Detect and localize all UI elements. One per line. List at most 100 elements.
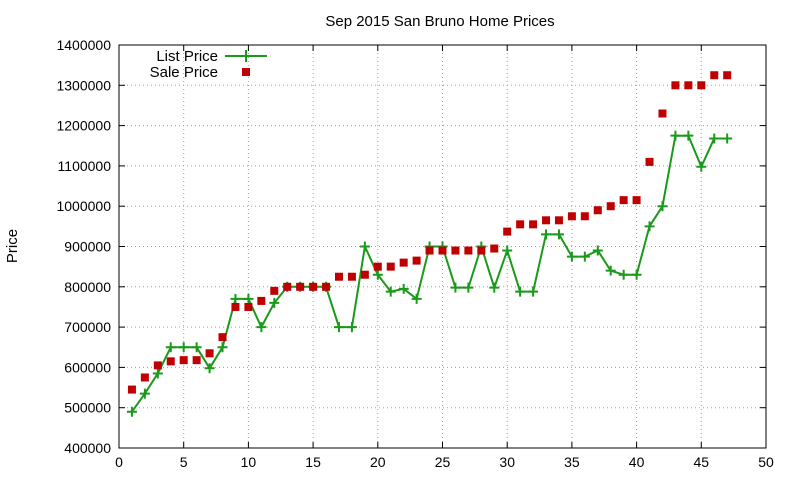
point-sale-price (619, 196, 628, 205)
point-sale-price (671, 81, 680, 90)
point-sale-price (283, 282, 292, 291)
point-sale-price (347, 272, 356, 281)
point-list-price (696, 161, 707, 172)
point-sale-price (322, 282, 331, 291)
series-line-list-price (131, 134, 728, 413)
y-tick-label: 1000000 (56, 198, 111, 214)
x-tick-label: 40 (629, 454, 645, 470)
point-sale-price (334, 272, 343, 281)
point-sale-price (257, 296, 266, 305)
point-list-price (644, 221, 655, 232)
point-sale-price (580, 212, 589, 221)
point-list-price (204, 363, 215, 374)
point-sale-price (632, 196, 641, 205)
point-list-price (152, 368, 163, 379)
point-sale-price (438, 246, 447, 255)
y-tick-label: 700000 (64, 319, 111, 335)
point-sale-price (140, 373, 149, 382)
point-sale-price (127, 385, 136, 394)
series-layer (126, 71, 733, 417)
point-sale-price (166, 357, 175, 366)
point-sale-price (309, 282, 318, 291)
y-tick-label: 1200000 (56, 118, 111, 134)
x-tick-label: 10 (241, 454, 257, 470)
point-sale-price (205, 349, 214, 358)
y-tick-label: 1100000 (58, 158, 112, 174)
point-list-price (359, 241, 370, 252)
point-list-price (126, 406, 137, 417)
point-sale-price (645, 157, 654, 166)
point-list-price (191, 342, 202, 353)
point-sale-price (567, 212, 576, 221)
point-sale-price (684, 81, 693, 90)
point-list-price (346, 322, 357, 333)
point-list-price (541, 229, 552, 240)
point-sale-price (360, 270, 369, 279)
x-tick-label: 20 (370, 454, 386, 470)
x-tick-label: 50 (758, 454, 774, 470)
point-sale-price (606, 202, 615, 211)
point-sale-price (503, 227, 512, 236)
point-sale-price (490, 244, 499, 253)
point-sale-price (593, 206, 602, 215)
point-list-price (463, 282, 474, 293)
point-sale-price (244, 302, 253, 311)
legend-label-list-price: List Price (156, 48, 218, 65)
point-sale-price (218, 333, 227, 342)
point-list-price (502, 245, 513, 256)
point-sale-price (399, 258, 408, 267)
point-sale-price (192, 356, 201, 365)
point-sale-price (529, 220, 538, 229)
point-list-price (398, 283, 409, 294)
legend-marker-sale-price (242, 68, 250, 76)
point-list-price (178, 342, 189, 353)
point-list-price (385, 286, 396, 297)
point-sale-price (542, 216, 551, 225)
x-tick-label: 25 (435, 454, 451, 470)
point-list-price (256, 322, 267, 333)
point-list-price (592, 245, 603, 256)
point-list-price (139, 388, 150, 399)
point-list-price (165, 342, 176, 353)
point-sale-price (270, 286, 279, 295)
point-list-price (566, 251, 577, 262)
y-tick-label: 1300000 (56, 77, 111, 93)
point-sale-price (179, 356, 188, 365)
point-list-price (670, 130, 681, 141)
point-sale-price (697, 81, 706, 90)
legend: List Price Sale Price (150, 48, 267, 81)
point-list-price (631, 269, 642, 280)
x-tick-label: 35 (564, 454, 580, 470)
point-list-price (372, 269, 383, 280)
y-tick-label: 400000 (64, 440, 111, 456)
point-list-price (411, 293, 422, 304)
point-list-price (709, 133, 720, 144)
point-list-price (683, 130, 694, 141)
point-list-price (579, 251, 590, 262)
point-sale-price (451, 246, 460, 255)
point-sale-price (373, 262, 382, 271)
point-sale-price (710, 71, 719, 80)
point-list-price (722, 133, 733, 144)
point-list-price (528, 286, 539, 297)
chart-title: Sep 2015 San Bruno Home Prices (325, 13, 554, 30)
point-list-price (657, 201, 668, 212)
axes: 400000 500000 600000 700000 800000 900000 1000… (56, 37, 774, 470)
point-sale-price (296, 282, 305, 291)
y-tick-label: 1400000 (56, 37, 111, 53)
point-list-price (489, 282, 500, 293)
point-list-price (243, 293, 254, 304)
y-tick-label: 600000 (64, 359, 111, 375)
x-tick-label: 45 (694, 454, 710, 470)
y-tick-label: 800000 (64, 279, 111, 295)
point-sale-price (153, 361, 162, 370)
point-sale-price (477, 246, 486, 255)
x-tick-label: 5 (180, 454, 188, 470)
point-sale-price (723, 71, 732, 80)
point-sale-price (425, 246, 434, 255)
legend-marker-list-price (240, 50, 252, 62)
point-sale-price (658, 109, 667, 118)
point-sale-price (554, 216, 563, 225)
point-list-price (450, 282, 461, 293)
